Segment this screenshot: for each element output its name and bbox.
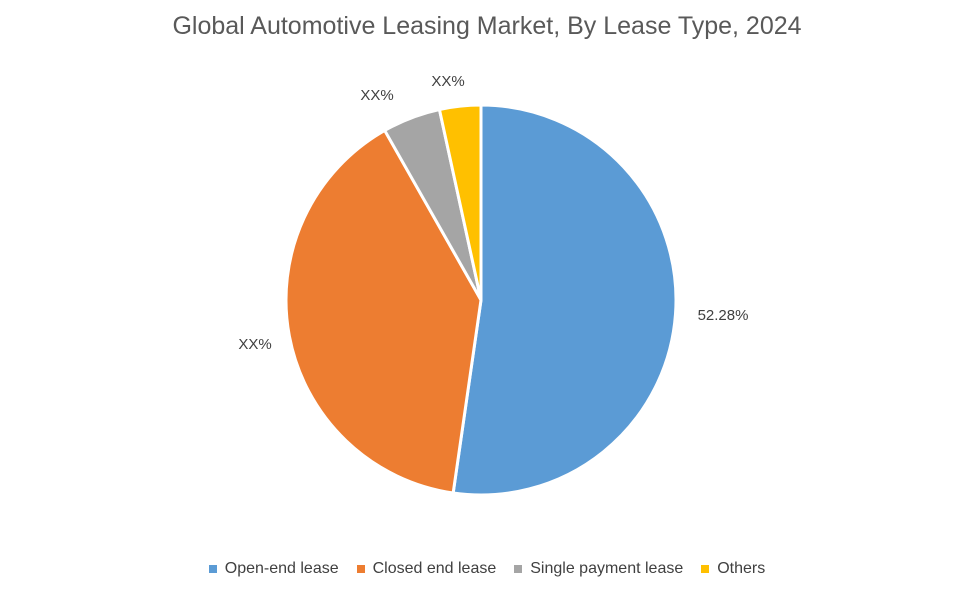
data-label-open-end-lease: 52.28% [698, 307, 749, 324]
pie-slices [284, 103, 678, 497]
chart-legend: Open-end lease Closed end lease Single p… [0, 560, 974, 578]
data-label-closed-end-lease: XX% [238, 336, 271, 353]
legend-item-single-payment-lease: Single payment lease [514, 560, 683, 578]
pie-data-labels: 52.28% XX% XX% XX% [238, 73, 748, 353]
data-label-others: XX% [431, 73, 464, 90]
legend-label-closed-end-lease: Closed end lease [372, 560, 497, 577]
legend-swatch-single-payment-lease [514, 565, 523, 573]
pie-slice-open-end-lease [451, 103, 678, 497]
legend-swatch-open-end-lease [208, 565, 217, 573]
data-label-single-payment-lease: XX% [360, 87, 393, 104]
legend-label-open-end-lease: Open-end lease [224, 560, 339, 577]
legend-swatch-others [701, 565, 710, 573]
pie-slice-closed-end-lease [284, 128, 483, 495]
legend-label-others: Others [717, 560, 766, 577]
legend-swatch-closed-end-lease [356, 565, 365, 573]
pie-slice-others [437, 103, 483, 302]
legend-item-open-end-lease: Open-end lease [208, 560, 339, 578]
legend-item-closed-end-lease: Closed end lease [356, 560, 497, 578]
legend-item-others: Others [701, 560, 765, 578]
chart-title: Global Automotive Leasing Market, By Lea… [172, 12, 802, 40]
legend-label-single-payment-lease: Single payment lease [530, 560, 684, 577]
